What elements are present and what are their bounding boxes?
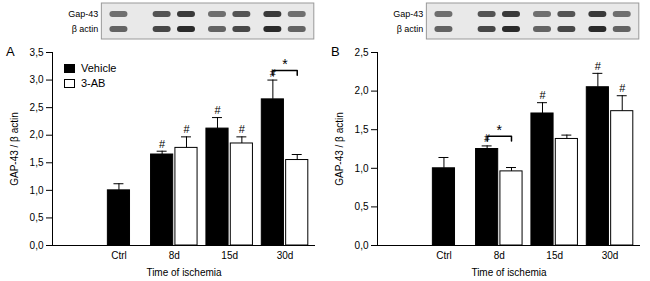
svg-text:15d: 15d bbox=[546, 250, 563, 261]
svg-text:Time of ischemia: Time of ischemia bbox=[146, 267, 222, 278]
svg-text:1,0: 1,0 bbox=[30, 185, 44, 196]
svg-text:3,0: 3,0 bbox=[30, 74, 44, 85]
svg-text:#: # bbox=[595, 60, 602, 72]
svg-text:2,5: 2,5 bbox=[30, 102, 44, 113]
svg-text:Gap-43: Gap-43 bbox=[68, 9, 98, 19]
svg-text:#: # bbox=[539, 89, 546, 101]
svg-text:0,5: 0,5 bbox=[355, 201, 369, 212]
svg-text:#: # bbox=[214, 104, 221, 116]
svg-text:30d: 30d bbox=[277, 250, 294, 261]
svg-text:#: # bbox=[484, 132, 491, 144]
svg-text:30d: 30d bbox=[602, 250, 619, 261]
svg-text:8d: 8d bbox=[494, 250, 505, 261]
svg-text:β actin: β actin bbox=[397, 24, 424, 34]
svg-text:#: # bbox=[183, 123, 190, 135]
svg-text:1,0: 1,0 bbox=[355, 163, 369, 174]
svg-text:Gap-43: Gap-43 bbox=[393, 9, 423, 19]
svg-text:2,5: 2,5 bbox=[355, 47, 369, 58]
svg-text:Ctrl: Ctrl bbox=[436, 250, 452, 261]
svg-text:0,0: 0,0 bbox=[30, 240, 44, 251]
html-text:A: A bbox=[6, 44, 15, 59]
svg-text:GAP-43 / β actin: GAP-43 / β actin bbox=[334, 112, 345, 186]
svg-text:#: # bbox=[159, 138, 166, 150]
svg-text:1,5: 1,5 bbox=[355, 124, 369, 135]
html-text:Vehicle: Vehicle bbox=[81, 62, 117, 74]
svg-text:8d: 8d bbox=[169, 250, 180, 261]
svg-text:0,5: 0,5 bbox=[30, 212, 44, 223]
svg-text:β actin: β actin bbox=[72, 24, 99, 34]
svg-text:*: * bbox=[497, 122, 503, 138]
svg-text:2,0: 2,0 bbox=[30, 129, 44, 140]
svg-text:0,0: 0,0 bbox=[355, 240, 369, 251]
html-text:B: B bbox=[331, 44, 340, 59]
svg-text:#: # bbox=[239, 123, 246, 135]
svg-text:Ctrl: Ctrl bbox=[111, 250, 127, 261]
svg-text:GAP-43 / β actin: GAP-43 / β actin bbox=[9, 112, 20, 186]
svg-text:3,5: 3,5 bbox=[30, 47, 44, 58]
svg-text:2,0: 2,0 bbox=[355, 85, 369, 96]
svg-text:#: # bbox=[270, 67, 277, 79]
svg-text:Time of ischemia: Time of ischemia bbox=[471, 267, 547, 278]
html-text:3-AB: 3-AB bbox=[81, 77, 106, 89]
svg-text:#: # bbox=[619, 82, 626, 94]
svg-text:1,5: 1,5 bbox=[30, 157, 44, 168]
svg-text:*: * bbox=[282, 56, 288, 72]
svg-text:15d: 15d bbox=[221, 250, 238, 261]
